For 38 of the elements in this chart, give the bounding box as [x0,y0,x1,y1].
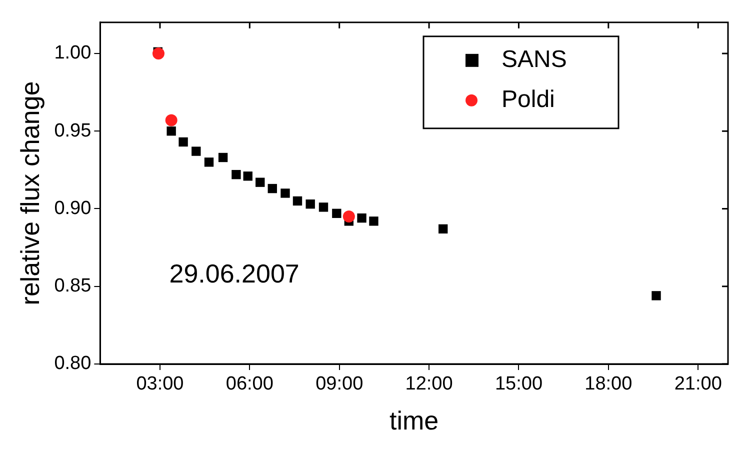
point [166,126,176,136]
y-tick-label: 0.95 [54,120,92,142]
point [192,146,201,156]
point [369,216,378,226]
legend-label: Poldi [502,86,555,114]
legend-label: SANS [502,46,567,74]
point [268,184,277,194]
point [280,188,290,198]
y-tick-label: 0.90 [54,198,92,219]
y-tick-label: 1.00 [54,42,92,64]
x-tick-label: 03:00 [136,374,184,395]
point [342,210,355,222]
y-axis-title: relative flux change [14,81,45,306]
point [165,114,178,126]
point [204,158,214,167]
point [243,172,252,181]
point [318,202,328,212]
x-tick-label: 09:00 [316,374,364,395]
x-tick-label: 06:00 [226,374,274,395]
point [438,224,448,234]
annotation: 29.06.2007 [169,258,300,288]
x-tick-label: 21:00 [674,374,722,395]
point [332,208,342,218]
point [218,152,228,162]
y-tick-label: 0.85 [54,276,92,297]
x-tick-label: 15:00 [494,374,542,395]
point [292,196,302,206]
x-tick-label: 12:00 [405,374,453,395]
point [306,199,315,209]
point [357,213,366,223]
point [152,47,164,60]
y-tick-label: 0.80 [54,353,92,374]
x-axis-title: time [390,406,439,436]
point [178,137,188,147]
point [232,170,241,180]
point [652,291,661,300]
x-tick-label: 18:00 [584,374,632,395]
point [256,178,265,187]
